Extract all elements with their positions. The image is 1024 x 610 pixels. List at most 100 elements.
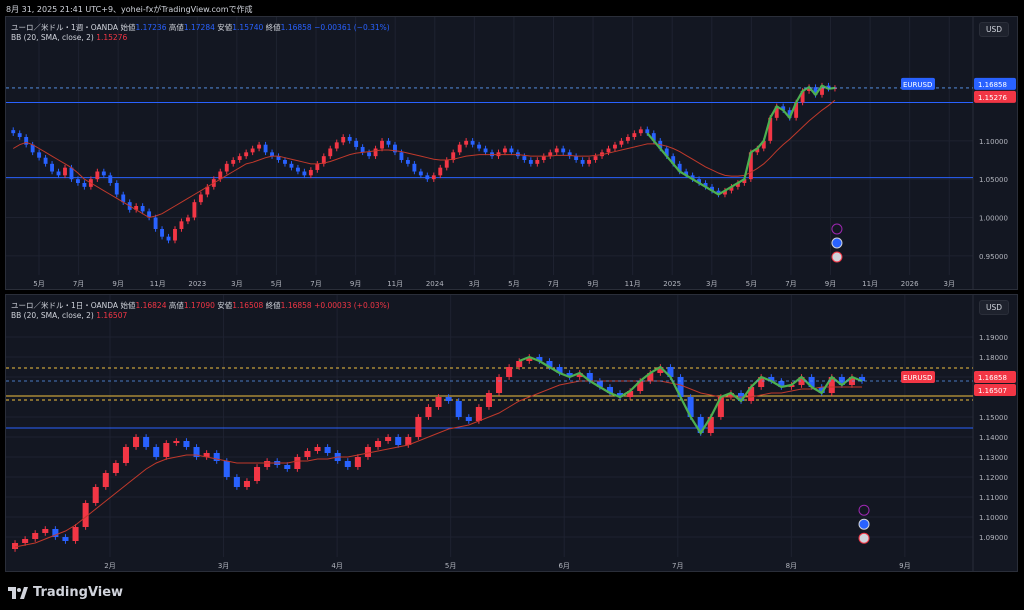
x-tick-label: 11月 bbox=[862, 280, 878, 288]
y-tick-label: 1.00000 bbox=[979, 215, 1008, 223]
news-event-icon[interactable] bbox=[858, 518, 870, 530]
candle-body bbox=[315, 163, 320, 170]
candle-body bbox=[244, 152, 249, 157]
candle-body bbox=[496, 377, 503, 393]
candle-body bbox=[710, 186, 714, 191]
candle-body bbox=[243, 481, 250, 487]
candle-body bbox=[415, 417, 422, 437]
y-tick-label: 1.14000 bbox=[979, 434, 1008, 442]
price-tag-value: 1.16858 bbox=[978, 374, 1007, 382]
candle-body bbox=[664, 148, 669, 157]
candle-body bbox=[284, 465, 291, 469]
candle-body bbox=[717, 397, 724, 417]
economic-event-icon[interactable] bbox=[858, 532, 870, 544]
weekly-candlestick-chart[interactable]: 5月 7月 9月 11月 2023 3月 5月 7月 9月 11月 2024 3月 5月 7月 9月 11月 2… bbox=[6, 17, 1017, 289]
candle-body bbox=[163, 443, 170, 457]
x-tick-label: 5月 bbox=[508, 280, 519, 288]
currency-button[interactable]: USD bbox=[978, 22, 1009, 37]
candle-body bbox=[690, 175, 695, 180]
high-label: 高値 bbox=[168, 301, 184, 310]
candle-body bbox=[748, 387, 755, 401]
candle-body bbox=[82, 503, 89, 527]
x-tick-label: 7月 bbox=[785, 280, 796, 288]
candle-body bbox=[321, 156, 326, 164]
candle-body bbox=[697, 417, 704, 433]
news-event-icon[interactable] bbox=[831, 237, 843, 249]
x-tick-label: 7月 bbox=[672, 562, 683, 570]
candle-body bbox=[627, 391, 634, 397]
candle-body bbox=[250, 148, 255, 153]
candle-body bbox=[451, 152, 456, 160]
candle-body bbox=[431, 175, 436, 180]
candle-body bbox=[566, 373, 573, 377]
candle-body bbox=[412, 163, 417, 172]
candle-body bbox=[295, 167, 300, 172]
candle-body bbox=[304, 451, 311, 457]
candle-body bbox=[536, 357, 543, 361]
x-tick-label: 8月 bbox=[786, 562, 797, 570]
candle-body bbox=[457, 144, 462, 153]
candle-body bbox=[464, 140, 469, 145]
candle-body bbox=[548, 152, 553, 157]
candle-body bbox=[179, 221, 184, 229]
candle-body bbox=[729, 186, 734, 191]
candle-body bbox=[444, 160, 449, 168]
x-tick-label: 9月 bbox=[350, 280, 361, 288]
candle-body bbox=[302, 171, 307, 176]
candle-body bbox=[418, 171, 423, 176]
candle-body bbox=[354, 140, 359, 147]
currency-button[interactable]: USD bbox=[978, 300, 1009, 315]
change-value: +0.00033 (+0.03%) bbox=[314, 301, 390, 310]
candle-body bbox=[153, 447, 160, 457]
candle-body bbox=[528, 160, 533, 164]
candle-body bbox=[647, 373, 654, 381]
tradingview-logo-icon bbox=[8, 586, 28, 599]
open-value: 1.16824 bbox=[135, 301, 167, 310]
candle-body bbox=[360, 146, 365, 153]
candle-body bbox=[516, 361, 523, 367]
candle-body bbox=[121, 194, 126, 203]
candle-body bbox=[485, 393, 492, 407]
x-tick-label: 5月 bbox=[746, 280, 757, 288]
close-label: 終値 bbox=[265, 23, 281, 32]
weekly-chart-pane[interactable]: 5月 7月 9月 11月 2023 3月 5月 7月 9月 11月 2024 3月 5月 7月 9月 11月 2… bbox=[5, 16, 1018, 290]
candle-body bbox=[166, 236, 171, 241]
lightning-event-icon[interactable] bbox=[831, 223, 843, 235]
candle-body bbox=[347, 137, 352, 141]
candle-body bbox=[37, 152, 42, 158]
candle-body bbox=[727, 393, 734, 397]
lightning-event-icon[interactable] bbox=[858, 504, 870, 516]
candle-body bbox=[574, 156, 579, 160]
candle-body bbox=[42, 529, 49, 533]
y-tick-label: 1.10000 bbox=[979, 514, 1008, 522]
candle-body bbox=[224, 163, 229, 172]
daily-chart-pane[interactable]: 2月3月4月5月6月7月8月9月1.190001.180001.170001.1… bbox=[5, 294, 1018, 572]
weekly-bb-legend[interactable]: BB (20, SMA, close, 2) 1.15276 bbox=[11, 33, 127, 42]
candle-body bbox=[606, 148, 611, 153]
candle-body bbox=[205, 186, 210, 195]
candle-body bbox=[223, 461, 230, 477]
y-tick-label: 1.15000 bbox=[979, 414, 1008, 422]
candle-body bbox=[677, 377, 684, 397]
x-tick-label: 11月 bbox=[387, 280, 403, 288]
candle-body bbox=[561, 148, 566, 153]
bb-price-tag: 1.16507 bbox=[974, 384, 1016, 396]
candle-body bbox=[143, 437, 150, 447]
candle-body bbox=[56, 171, 61, 176]
x-tick-label: 2024 bbox=[426, 280, 444, 288]
candle-body bbox=[380, 140, 384, 149]
change-value: −0.00361 (−0.31%) bbox=[314, 23, 390, 32]
candle-body bbox=[781, 106, 786, 111]
candle-body bbox=[703, 183, 708, 187]
daily-bb-legend[interactable]: BB (20, SMA, close, 2) 1.16507 bbox=[11, 311, 127, 320]
candle-body bbox=[742, 179, 747, 183]
candle-body bbox=[24, 137, 29, 145]
economic-event-icon[interactable] bbox=[831, 251, 843, 263]
candle-body bbox=[455, 401, 462, 417]
close-label: 終値 bbox=[265, 301, 281, 310]
low-label: 安値 bbox=[217, 23, 233, 32]
daily-candlestick-chart[interactable]: 2月3月4月5月6月7月8月9月1.190001.180001.170001.1… bbox=[6, 295, 1017, 571]
price-tag-value: 1.16507 bbox=[978, 387, 1007, 395]
candle-body bbox=[52, 529, 59, 537]
x-tick-label: 3月 bbox=[944, 280, 955, 288]
